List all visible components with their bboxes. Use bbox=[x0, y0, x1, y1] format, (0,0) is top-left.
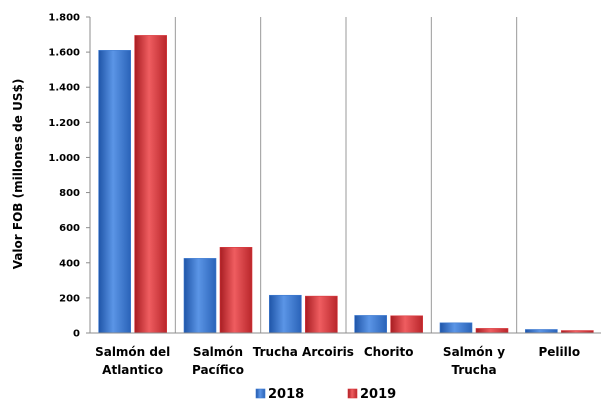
bar-2019-0 bbox=[134, 35, 167, 334]
y-tick-label: 600 bbox=[59, 223, 80, 234]
x-category-label: Salmón del Atlantico bbox=[95, 345, 170, 377]
y-axis-label: Valor FOB (millones de US$) bbox=[11, 79, 25, 270]
legend-swatch-2019 bbox=[347, 388, 358, 399]
category-separators bbox=[174, 17, 518, 333]
bar-2019-4 bbox=[475, 328, 509, 334]
bar-2019-3 bbox=[390, 315, 423, 334]
bar-2018-1 bbox=[183, 258, 217, 334]
legend-swatch-2018 bbox=[255, 388, 266, 399]
y-axis: 0 200 400 600 800 1.000 1.200 1.400 1.600 1.800 bbox=[48, 13, 91, 340]
x-category-label: Salmón Pacífico bbox=[192, 345, 244, 377]
y-tick-label: 200 bbox=[59, 293, 80, 304]
y-tick-label: 1.800 bbox=[48, 13, 80, 24]
bar-2018-5 bbox=[525, 329, 558, 334]
bars bbox=[98, 35, 594, 334]
y-tick-label: 0 bbox=[73, 329, 80, 340]
y-tick-label: 400 bbox=[59, 258, 80, 269]
y-tick-label: 1.200 bbox=[48, 118, 80, 129]
y-tick-label: 800 bbox=[59, 188, 80, 199]
bar-2019-1 bbox=[219, 247, 253, 334]
legend-label-2019: 2019 bbox=[360, 387, 396, 399]
y-tick-label: 1.000 bbox=[48, 153, 80, 164]
bar-2019-2 bbox=[305, 295, 338, 334]
bar-2018-4 bbox=[439, 322, 473, 334]
x-category-label: Pelillo bbox=[539, 345, 581, 359]
y-tick-label: 1.400 bbox=[48, 83, 80, 94]
legend-label-2018: 2018 bbox=[268, 387, 304, 399]
y-axis-label-group: Valor FOB (millones de US$) bbox=[11, 79, 25, 270]
bar-2018-0 bbox=[98, 50, 131, 334]
x-axis: Salmón del Atlantico Salmón Pacífico Trucha … bbox=[90, 332, 601, 377]
x-category-label: Salmón y Trucha bbox=[443, 345, 505, 377]
bar-2018-3 bbox=[354, 315, 387, 334]
x-category-label: Chorito bbox=[364, 345, 414, 359]
y-tick-label: 1.600 bbox=[48, 48, 80, 59]
legend: 2018 2019 bbox=[255, 387, 396, 399]
bar-2018-2 bbox=[269, 294, 302, 334]
x-category-label: Trucha Arcoiris bbox=[253, 345, 354, 359]
